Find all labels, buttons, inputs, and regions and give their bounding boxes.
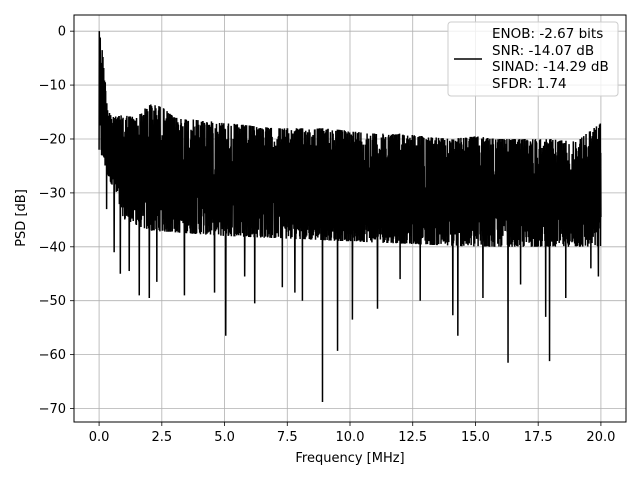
y-tick-label: −20 bbox=[39, 132, 66, 147]
x-tick-label: 15.0 bbox=[461, 430, 490, 445]
legend-enob: ENOB: -2.67 bits bbox=[492, 26, 603, 42]
x-tick-label: 0.0 bbox=[89, 430, 110, 445]
y-tick-label: −60 bbox=[39, 348, 66, 363]
legend-sinad: SINAD: -14.29 dB bbox=[492, 59, 609, 75]
y-axis: 0 −10 −20 −30 −40 −50 −60 −70 bbox=[39, 25, 74, 417]
x-axis: 0.0 2.5 5.0 7.5 10.0 12.5 15.0 17.5 20.0 bbox=[89, 422, 615, 445]
x-tick-label: 7.5 bbox=[277, 430, 298, 445]
x-tick-label: 12.5 bbox=[398, 430, 427, 445]
x-tick-label: 2.5 bbox=[151, 430, 172, 445]
x-tick-label: 20.0 bbox=[586, 430, 615, 445]
y-tick-label: 0 bbox=[58, 25, 66, 40]
x-tick-label: 17.5 bbox=[524, 430, 553, 445]
x-tick-label: 5.0 bbox=[214, 430, 235, 445]
legend-snr: SNR: -14.07 dB bbox=[492, 43, 594, 59]
legend-box bbox=[447, 21, 619, 97]
legend-sfdr: SFDR: 1.74 bbox=[492, 76, 567, 92]
y-tick-label: −70 bbox=[39, 402, 66, 417]
x-axis-label: Frequency [MHz] bbox=[295, 451, 404, 466]
y-tick-label: −10 bbox=[39, 79, 66, 94]
y-tick-label: −50 bbox=[39, 294, 66, 309]
y-tick-label: −40 bbox=[39, 240, 66, 255]
psd-series-line bbox=[98, 31, 602, 403]
y-axis-label: PSD [dB] bbox=[14, 189, 29, 247]
x-tick-label: 10.0 bbox=[336, 430, 365, 445]
y-tick-label: −30 bbox=[39, 186, 66, 201]
legend: ENOB: -2.67 bits SNR: -14.07 dB SINAD: -… bbox=[447, 21, 619, 97]
